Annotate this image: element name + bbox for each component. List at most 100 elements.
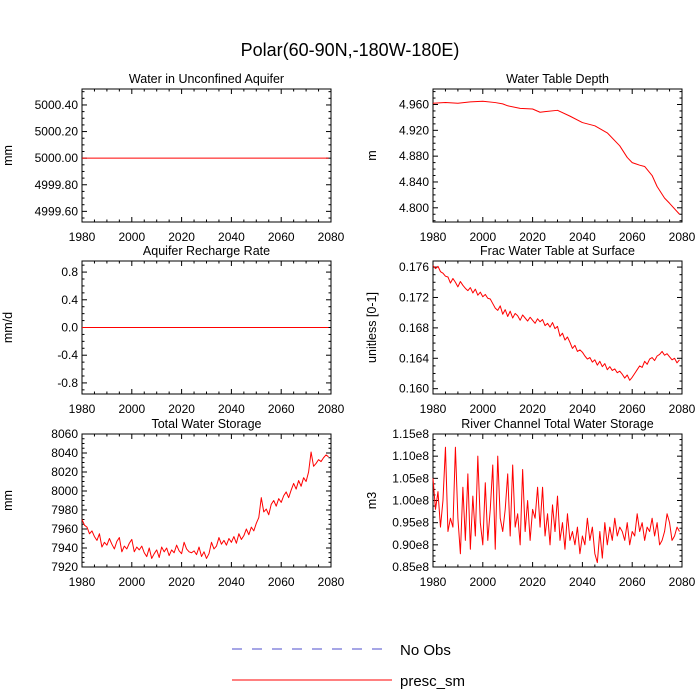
y-tick-label: 0.0 bbox=[61, 321, 78, 335]
x-tick-label: 2020 bbox=[519, 402, 546, 416]
x-tick-label: 1980 bbox=[69, 402, 96, 416]
x-tick-label: 1980 bbox=[420, 402, 447, 416]
x-tick-label: 2080 bbox=[669, 230, 696, 244]
x-tick-label: 2060 bbox=[619, 402, 646, 416]
y-tick-label: 4999.60 bbox=[35, 204, 79, 218]
panel-title: Water in Unconfined Aquifer bbox=[129, 72, 284, 86]
y-tick-label: 0.8 bbox=[61, 265, 78, 279]
y-tick-label: 1.15e8 bbox=[392, 427, 429, 441]
chart-water-table-depth: 1980 2000 2020 2040 2060 2080 4.800 4.840 4.880 4… bbox=[365, 72, 696, 244]
y-tick-label: -0.8 bbox=[57, 376, 78, 390]
x-tick-label: 2040 bbox=[569, 575, 596, 589]
y-tick-label: 7980 bbox=[51, 503, 78, 517]
x-tick-label: 1980 bbox=[69, 575, 96, 589]
x-tick-label: 2080 bbox=[669, 575, 696, 589]
y-tick-label: 7960 bbox=[51, 522, 78, 536]
panel-title: Frac Water Table at Surface bbox=[480, 244, 635, 258]
x-tick-label: 2000 bbox=[469, 575, 496, 589]
y-tick-label: 0.172 bbox=[399, 290, 429, 304]
series-line-presc-sm bbox=[81, 451, 329, 559]
y-tick-label: 7920 bbox=[51, 560, 78, 574]
y-axis-label: mm bbox=[1, 145, 15, 166]
x-tick-label: 2060 bbox=[268, 575, 295, 589]
y-tick-label: 0.168 bbox=[399, 321, 429, 335]
y-tick-label: 1.05e8 bbox=[392, 471, 429, 485]
series-line-presc-sm bbox=[432, 446, 680, 564]
plot-frame bbox=[81, 88, 332, 223]
x-tick-label: 2040 bbox=[218, 230, 245, 244]
x-tick-label: 2060 bbox=[619, 230, 646, 244]
y-tick-label: 8000 bbox=[51, 484, 78, 498]
y-axis-label: mm/d bbox=[1, 312, 15, 343]
y-tick-label: 4.920 bbox=[399, 123, 429, 137]
y-tick-label: 7940 bbox=[51, 541, 78, 555]
y-tick-label: 4.880 bbox=[399, 149, 429, 163]
x-tick-label: 2020 bbox=[168, 230, 195, 244]
plot-frame bbox=[81, 433, 332, 568]
chart-panels: 1980 2000 2020 2040 2060 2080 4999.60 4999.80 50… bbox=[1, 72, 696, 589]
y-tick-label: -0.4 bbox=[57, 348, 78, 362]
panel-title: Total Water Storage bbox=[151, 417, 261, 431]
series-line-presc-sm bbox=[432, 265, 680, 381]
x-tick-label: 2040 bbox=[218, 575, 245, 589]
y-tick-label: 5000.00 bbox=[35, 151, 79, 165]
x-tick-label: 2000 bbox=[118, 402, 145, 416]
y-axis-label: unitless [0-1] bbox=[365, 292, 379, 363]
x-tick-label: 2060 bbox=[619, 575, 646, 589]
x-tick-label: 2040 bbox=[569, 230, 596, 244]
y-tick-label: 0.4 bbox=[61, 293, 78, 307]
chart-total-water-storage: 1980 2000 2020 2040 2060 2080 7920 7940 7960 7980… bbox=[1, 417, 345, 589]
chart-frac-water-table-at-surface: 1980 2000 2020 2040 2060 2080 0.160 0.164 0.168 0… bbox=[365, 244, 696, 416]
panel-title: Water Table Depth bbox=[506, 72, 609, 86]
x-tick-label: 2020 bbox=[519, 230, 546, 244]
x-tick-label: 1980 bbox=[69, 230, 96, 244]
y-axis-label: mm bbox=[1, 490, 15, 511]
x-tick-label: 2020 bbox=[168, 402, 195, 416]
panel-title: River Channel Total Water Storage bbox=[461, 417, 654, 431]
x-tick-label: 2000 bbox=[469, 230, 496, 244]
series-line-presc-sm bbox=[432, 100, 680, 215]
panel-title: Aquifer Recharge Rate bbox=[143, 244, 270, 258]
x-tick-label: 1980 bbox=[420, 230, 447, 244]
y-tick-label: 0.90e8 bbox=[392, 538, 429, 552]
x-tick-label: 2000 bbox=[118, 575, 145, 589]
x-tick-label: 2000 bbox=[469, 402, 496, 416]
chart-water-in-unconfined-aquifer: 1980 2000 2020 2040 2060 2080 4999.60 4999.80 50… bbox=[1, 72, 345, 244]
x-tick-label: 2020 bbox=[168, 575, 195, 589]
y-tick-label: 8040 bbox=[51, 446, 78, 460]
y-tick-label: 1.10e8 bbox=[392, 449, 429, 463]
legend-label-presc-sm: presc_sm bbox=[400, 673, 465, 690]
plot-frame bbox=[432, 88, 683, 223]
y-axis-label: m bbox=[365, 150, 379, 160]
legend: No Obs presc_sm bbox=[232, 642, 465, 690]
y-tick-label: 5000.40 bbox=[35, 98, 79, 112]
x-tick-label: 2040 bbox=[569, 402, 596, 416]
y-tick-label: 0.95e8 bbox=[392, 516, 429, 530]
y-tick-label: 5000.20 bbox=[35, 125, 79, 139]
y-tick-label: 4.840 bbox=[399, 175, 429, 189]
chart-aquifer-recharge-rate: 1980 2000 2020 2040 2060 2080 -0.8 -0.4 0.0 0.4 0.… bbox=[1, 244, 345, 416]
chart-river-channel-total-water-storage: 1980 2000 2020 2040 2060 2080 0.85e8 0.90e8 0.95… bbox=[365, 417, 696, 589]
x-tick-label: 2080 bbox=[318, 402, 345, 416]
legend-label-no-obs: No Obs bbox=[400, 642, 451, 659]
x-tick-label: 2020 bbox=[519, 575, 546, 589]
x-tick-label: 2040 bbox=[218, 402, 245, 416]
y-tick-label: 0.85e8 bbox=[392, 560, 429, 574]
y-axis-label: m3 bbox=[365, 492, 379, 509]
y-tick-label: 4999.80 bbox=[35, 178, 79, 192]
y-tick-label: 4.800 bbox=[399, 201, 429, 215]
x-tick-label: 1980 bbox=[420, 575, 447, 589]
x-tick-label: 2080 bbox=[669, 402, 696, 416]
y-tick-label: 0.160 bbox=[399, 382, 429, 396]
x-tick-label: 2060 bbox=[268, 402, 295, 416]
y-tick-label: 8020 bbox=[51, 465, 78, 479]
y-tick-label: 4.960 bbox=[399, 97, 429, 111]
x-tick-label: 2080 bbox=[318, 230, 345, 244]
x-tick-label: 2080 bbox=[318, 575, 345, 589]
y-tick-label: 8060 bbox=[51, 427, 78, 441]
y-tick-label: 1.00e8 bbox=[392, 494, 429, 508]
x-tick-label: 2060 bbox=[268, 230, 295, 244]
y-tick-label: 0.164 bbox=[399, 351, 429, 365]
x-tick-label: 2000 bbox=[118, 230, 145, 244]
